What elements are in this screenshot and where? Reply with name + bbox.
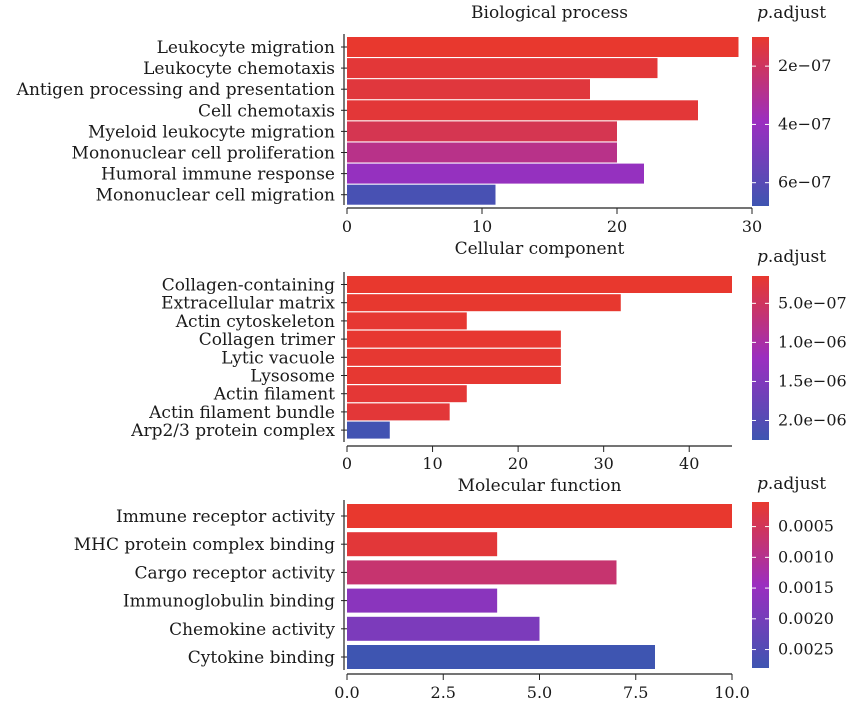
category-label: Cytokine binding [188, 648, 335, 668]
colorbar-tick-label: 0.0005 [778, 517, 834, 536]
x-tick-label: 20 [508, 454, 528, 473]
bar [347, 142, 617, 163]
bar [347, 100, 698, 121]
x-tick-label: 40 [679, 454, 699, 473]
colorbar-tick-label: 1.0e−06 [778, 332, 847, 351]
bar [347, 367, 561, 384]
bar [347, 616, 540, 641]
colorbar-tick-label: 0.0025 [778, 640, 834, 659]
legend-title: p.adjust [757, 3, 826, 23]
x-tick-label: 10 [472, 217, 492, 236]
x-tick-label: 30 [593, 454, 613, 473]
bar [347, 560, 617, 585]
colorbar-tick-label: 5.0e−07 [778, 293, 847, 312]
colorbar-tick-label: 0.0010 [778, 547, 834, 566]
bar [347, 312, 467, 330]
bar [347, 121, 617, 142]
category-label: Antigen processing and presentation [16, 80, 335, 100]
colorbar-tick-label: 1.5e−06 [778, 371, 847, 390]
bar [347, 37, 739, 57]
colorbar [752, 276, 769, 440]
panel-title: Molecular function [458, 476, 622, 496]
category-label: Cargo receptor activity [135, 563, 336, 583]
bar [347, 385, 467, 403]
colorbar [752, 37, 769, 206]
panel-title: Cellular component [455, 239, 625, 259]
bar [347, 58, 658, 79]
bar [347, 163, 644, 184]
category-label: Collagen trimer [199, 330, 336, 350]
bar [347, 79, 590, 100]
category-label: Leukocyte chemotaxis [143, 59, 335, 79]
bar [347, 276, 732, 293]
legend-title: p.adjust [757, 247, 826, 267]
colorbar-tick-label: 6e−07 [778, 173, 831, 192]
x-tick-label: 30 [742, 217, 762, 236]
category-label: MHC protein complex binding [74, 535, 335, 555]
bar [347, 330, 561, 348]
x-tick-label: 0 [342, 217, 352, 236]
category-label: Lysosome [250, 367, 335, 387]
category-label: Actin filament bundle [148, 403, 335, 423]
bar [347, 504, 732, 528]
category-label: Actin filament [213, 385, 335, 405]
category-label: Humoral immune response [101, 165, 335, 185]
category-label: Lytic vacuole [221, 348, 335, 368]
bar [347, 645, 655, 669]
panel-title: Biological process [471, 3, 628, 23]
colorbar-tick-label: 0.0015 [778, 578, 834, 597]
x-tick-label: 7.5 [623, 683, 648, 702]
x-tick-label: 0.0 [334, 683, 359, 702]
category-label: Myeloid leukocyte migration [88, 122, 335, 142]
colorbar-tick-label: 2.0e−06 [778, 410, 847, 429]
bar [347, 421, 390, 439]
x-tick-label: 2.5 [431, 683, 456, 702]
category-label: Mononuclear cell proliferation [72, 144, 336, 164]
category-label: Cell chemotaxis [198, 101, 335, 121]
bar [347, 184, 496, 205]
category-label: Chemokine activity [169, 620, 335, 640]
bar [347, 403, 450, 421]
category-label: Mononuclear cell migration [96, 186, 335, 206]
x-tick-label: 10 [422, 454, 442, 473]
colorbar-tick-label: 4e−07 [778, 114, 831, 133]
x-tick-label: 5.0 [527, 683, 552, 702]
bar [347, 588, 498, 613]
legend-title: p.adjust [757, 474, 826, 494]
category-label: Collagen-containing [162, 276, 335, 296]
bar [347, 294, 621, 312]
colorbar [752, 502, 769, 668]
x-tick-label: 20 [607, 217, 627, 236]
category-label: Leukocyte migration [157, 38, 335, 58]
category-label: Immunoglobulin binding [123, 592, 335, 612]
colorbar-tick-label: 0.0020 [778, 609, 834, 628]
bar [347, 348, 561, 366]
x-tick-label: 10.0 [714, 683, 750, 702]
category-label: Arp2/3 protein complex [130, 421, 335, 441]
category-label: Immune receptor activity [116, 507, 335, 527]
category-label: Extracellular matrix [161, 294, 335, 314]
x-tick-label: 0 [342, 454, 352, 473]
category-label: Actin cytoskeleton [175, 312, 335, 332]
bar [347, 532, 498, 557]
colorbar-tick-label: 2e−07 [778, 56, 831, 75]
